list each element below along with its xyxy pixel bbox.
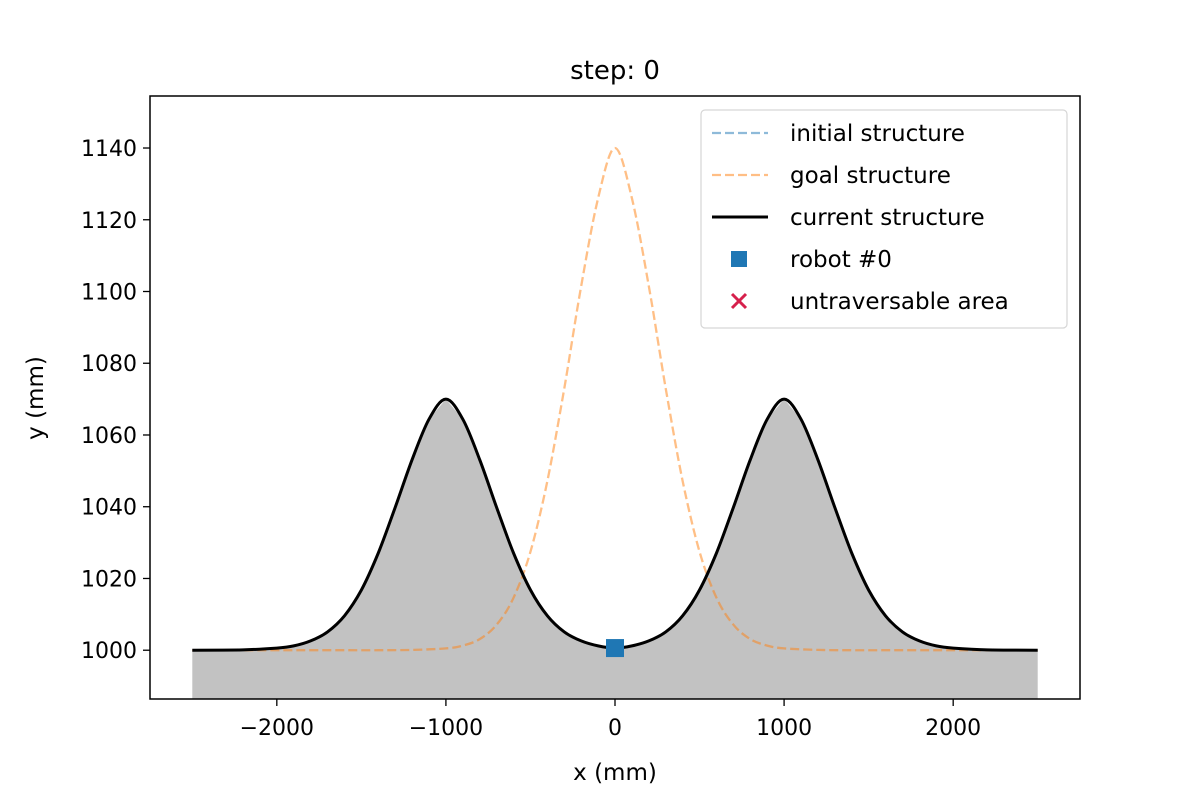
chart-title: step: 0 — [570, 56, 660, 86]
x-axis: −2000 −1000 0 1000 2000 — [240, 699, 981, 741]
fill-layer — [192, 399, 1038, 699]
y-tick-label: 1000 — [81, 639, 137, 664]
current-structure-line — [192, 397, 1038, 652]
legend-label: robot #0 — [790, 247, 892, 273]
y-tick-label: 1040 — [81, 496, 137, 521]
legend-label: initial structure — [790, 121, 965, 147]
legend-label: goal structure — [790, 163, 951, 189]
y-tick-label: 1100 — [81, 280, 137, 305]
y-axis-label: y (mm) — [23, 356, 49, 440]
y-tick-label: 1140 — [81, 137, 137, 162]
legend-swatch — [731, 251, 747, 267]
x-tick-label: 2000 — [925, 716, 981, 741]
x-tick-label: 1000 — [756, 716, 812, 741]
x-tick-label: −2000 — [240, 716, 314, 741]
x-tick-label: −1000 — [409, 716, 483, 741]
y-tick-label: 1080 — [81, 352, 137, 377]
legend-box — [700, 109, 1068, 329]
legend-label: current structure — [790, 205, 985, 231]
structure-fill — [192, 399, 1038, 699]
robot-marker — [606, 639, 624, 658]
y-tick-label: 1120 — [81, 209, 137, 234]
legend: initial structure goal structure current s… — [700, 109, 1068, 329]
legend-swatch — [730, 292, 748, 310]
marker-layer — [606, 639, 624, 658]
legend-entries: initial structure goal structure current s… — [712, 121, 1009, 315]
y-tick-label: 1060 — [81, 424, 137, 449]
x-axis-label: x (mm) — [573, 760, 657, 786]
y-axis: 1000 1020 1040 1060 1080 1100 1120 1140 — [81, 137, 150, 664]
legend-label: untraversable area — [790, 289, 1009, 315]
goal-structure-line — [192, 146, 1038, 652]
x-tick-label: 0 — [608, 716, 622, 741]
y-tick-label: 1020 — [81, 567, 137, 592]
